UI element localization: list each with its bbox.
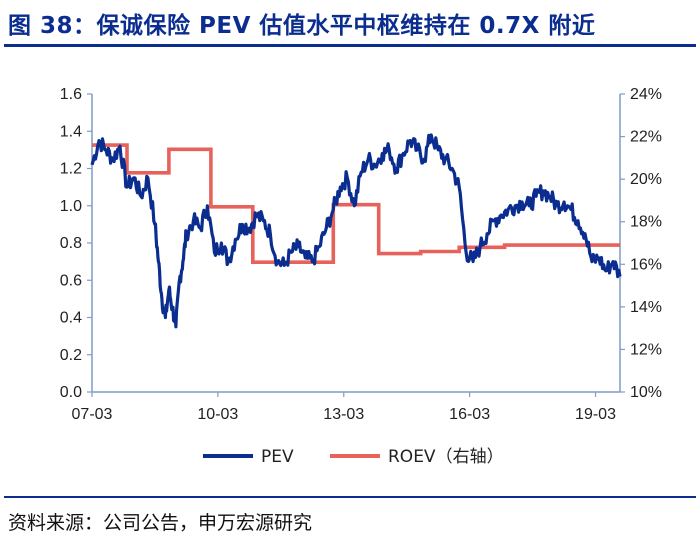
pev-series-line [90, 133, 622, 329]
right-tick-label: 22% [630, 129, 662, 146]
x-tick-label: 07-03 [72, 406, 113, 423]
right-tick-label: 12% [630, 341, 662, 358]
left-tick-label: 0.0 [60, 384, 82, 401]
x-tick-label: 13-03 [323, 406, 364, 423]
left-tick-label: 0.2 [60, 347, 82, 364]
source-note: 资料来源：公司公告，申万宏源研究 [8, 512, 313, 534]
left-tick-label: 0.6 [60, 272, 82, 289]
chart-series [90, 133, 622, 329]
left-tick-label: 1.6 [60, 86, 82, 103]
right-tick-label: 10% [630, 384, 662, 401]
right-tick-label: 18% [630, 214, 662, 231]
x-tick-label: 10-03 [197, 406, 238, 423]
left-tick-label: 1.0 [60, 198, 82, 215]
chart-legend: PEV ROEV（右轴） [203, 447, 504, 467]
left-tick-label: 0.4 [60, 310, 82, 327]
chart-axes: 0.0 0.2 0.4 0.6 0.8 1.0 1.2 1.4 1.6 10% 12% 14% 16% 1… [60, 86, 662, 423]
left-tick-label: 1.4 [60, 123, 82, 140]
title-rule [4, 44, 696, 47]
roev-series-line [92, 143, 620, 264]
right-tick-label: 24% [630, 86, 662, 103]
left-tick-label: 0.8 [60, 235, 82, 252]
left-tick-label: 1.2 [60, 161, 82, 178]
right-tick-label: 20% [630, 171, 662, 188]
right-tick-label: 16% [630, 256, 662, 273]
page-title: 图 38：保诚保险 PEV 估值水平中枢维持在 0.7X 附近 [8, 13, 596, 39]
legend-label-pev: PEV [261, 447, 294, 467]
x-tick-label: 19-03 [575, 406, 616, 423]
legend-label-roev: ROEV（右轴） [388, 447, 504, 467]
right-tick-label: 14% [630, 299, 662, 316]
x-tick-label: 16-03 [449, 406, 490, 423]
footer-rule [4, 496, 696, 498]
